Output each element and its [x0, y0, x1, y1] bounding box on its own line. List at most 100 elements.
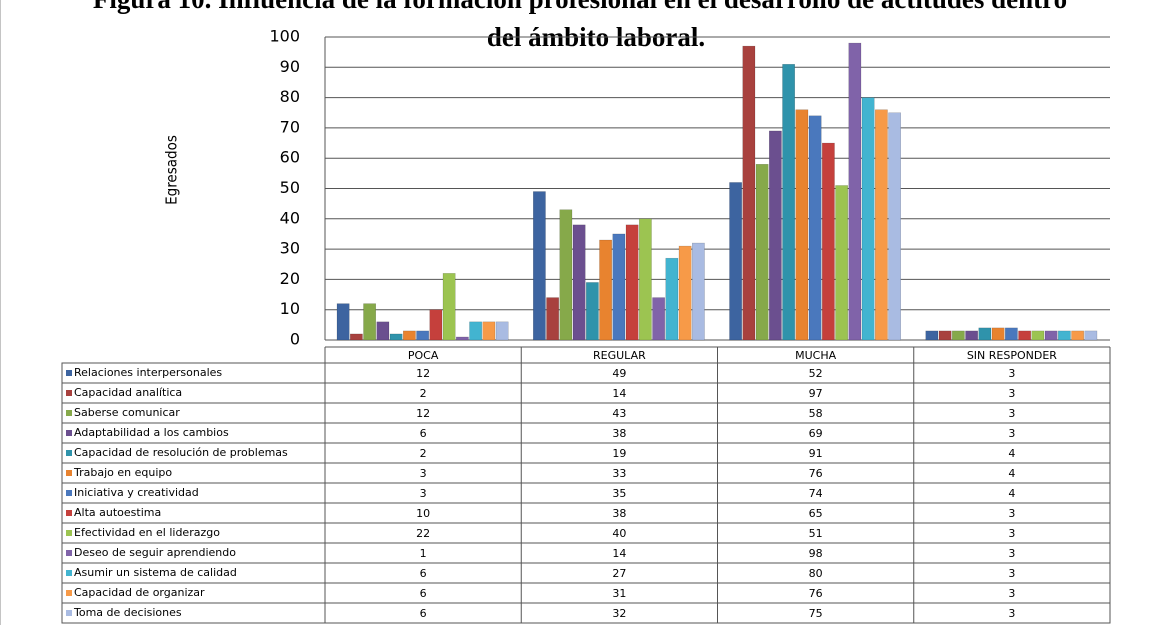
table-value: 76 — [809, 467, 823, 480]
table-value: 3 — [1008, 527, 1015, 540]
table-value: 3 — [1008, 427, 1015, 440]
table-frame — [61, 362, 1111, 624]
table-value: 98 — [809, 547, 823, 560]
bar — [429, 309, 443, 341]
table-value: 3 — [1008, 407, 1015, 420]
y-tick-label: 70 — [280, 117, 300, 136]
table-value: 35 — [612, 487, 626, 500]
table-value: 10 — [416, 507, 430, 520]
bar — [625, 224, 639, 341]
y-tick-label: 50 — [280, 178, 300, 197]
y-axis-label: Egresados — [163, 135, 181, 205]
legend-swatch — [66, 590, 72, 596]
table-value: 3 — [1008, 387, 1015, 400]
bar — [1058, 330, 1071, 341]
table-value: 32 — [612, 607, 626, 620]
bar — [978, 327, 992, 341]
legend-label: Efectividad en el liderazgo — [74, 526, 220, 539]
table-value: 3 — [1008, 547, 1015, 560]
bar — [952, 330, 965, 341]
legend-swatch — [66, 370, 72, 376]
table-value: 3 — [1008, 607, 1015, 620]
table-value: 19 — [612, 447, 626, 460]
x-tick-label: MUCHA — [795, 349, 836, 362]
legend-swatch — [66, 490, 72, 496]
bar — [769, 130, 782, 341]
table-value: 6 — [420, 587, 427, 600]
table-value: 69 — [809, 427, 823, 440]
table-value: 3 — [1008, 367, 1015, 380]
table-value: 38 — [612, 507, 626, 520]
table-value: 27 — [612, 567, 626, 580]
bar — [991, 327, 1005, 341]
legend-swatch — [66, 570, 72, 576]
table-value: 51 — [809, 527, 823, 540]
bar — [1084, 330, 1098, 341]
bar — [835, 185, 848, 341]
table-value: 49 — [612, 367, 626, 380]
legend-label: Trabajo en equipo — [73, 466, 172, 479]
legend-label: Alta autoestima — [74, 506, 161, 519]
legend-swatch — [66, 470, 72, 476]
bar — [376, 321, 390, 341]
bar — [482, 321, 496, 341]
y-tick-label: 20 — [280, 269, 300, 288]
legend-label: Asumir un sistema de calidad — [74, 566, 237, 579]
bar — [495, 321, 509, 341]
bar — [416, 330, 429, 341]
table-value: 52 — [809, 367, 823, 380]
legend-swatch — [66, 450, 72, 456]
bar — [888, 112, 901, 341]
bar — [665, 257, 679, 341]
bar — [652, 297, 665, 341]
table-value: 2 — [420, 387, 427, 400]
table-value: 38 — [612, 427, 626, 440]
table-value: 3 — [420, 467, 427, 480]
y-tick-label: 40 — [280, 208, 300, 227]
bar — [755, 164, 769, 341]
table-value: 1 — [420, 547, 427, 560]
bar — [599, 239, 612, 341]
table-value: 4 — [1008, 487, 1015, 500]
bar — [1018, 330, 1031, 341]
table-value: 14 — [612, 547, 626, 560]
table-value: 4 — [1008, 467, 1015, 480]
y-tick-label: 30 — [280, 239, 300, 258]
table-value: 74 — [809, 487, 823, 500]
table-value: 6 — [420, 607, 427, 620]
bar — [875, 109, 888, 341]
x-tick-label: POCA — [408, 349, 439, 362]
bar — [742, 45, 756, 341]
bar — [1031, 330, 1045, 341]
bar — [546, 297, 559, 341]
bar — [1005, 327, 1018, 341]
bar — [808, 115, 822, 341]
bar — [403, 330, 416, 341]
table-value: 22 — [416, 527, 430, 540]
bar — [572, 224, 586, 341]
legend-label: Adaptabilidad a los cambios — [74, 426, 229, 439]
legend-label: Relaciones interpersonales — [74, 366, 222, 379]
legend-label: Capacidad analítica — [74, 386, 182, 399]
legend-swatch — [66, 510, 72, 516]
table-value: 33 — [612, 467, 626, 480]
legend-label: Iniciativa y creatividad — [74, 486, 199, 499]
table-value: 3 — [1008, 507, 1015, 520]
legend-swatch — [66, 610, 72, 616]
bar — [848, 42, 862, 341]
bar — [639, 218, 652, 341]
legend-label: Deseo de seguir aprendiendo — [74, 546, 236, 559]
x-tick-label: SIN RESPONDER — [967, 349, 1057, 362]
bar — [456, 336, 469, 341]
bar — [336, 303, 350, 341]
bar — [442, 273, 456, 341]
table-value: 3 — [1008, 567, 1015, 580]
table-value: 97 — [809, 387, 823, 400]
bar — [350, 333, 363, 341]
table-value: 76 — [809, 587, 823, 600]
bar — [612, 233, 626, 341]
table-value: 58 — [809, 407, 823, 420]
legend-label: Saberse comunicar — [74, 406, 180, 419]
y-tick-label: 0 — [290, 330, 300, 349]
